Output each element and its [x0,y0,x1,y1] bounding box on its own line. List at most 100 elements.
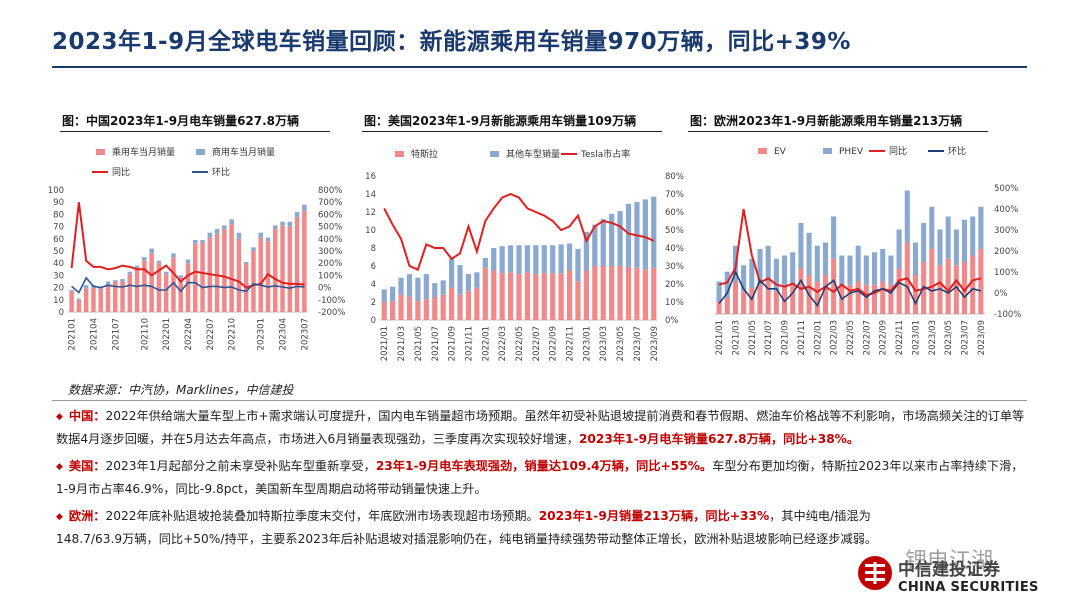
bar-segment [507,272,514,320]
x-tick-label: 2021/01 [380,326,390,361]
bar-segment [970,216,976,256]
legend-label: 同比 [112,166,130,178]
bar-segment [457,265,463,295]
bar-segment [287,226,293,312]
china-securities-logo-icon [858,556,892,590]
bar-segment [592,224,598,266]
bar-segment [533,274,539,320]
bar-segment [258,232,263,238]
bar-segment [200,240,205,243]
legend-swatch [196,149,205,155]
y-left-tick-label: 0 [371,316,376,326]
y-left-tick-label: 100 [48,186,64,196]
bar-segment [499,246,505,274]
bar-segment [127,274,133,312]
bar-segment [76,299,82,312]
y-left-tick-label: 50 [53,247,64,257]
y-left-tick-label: 10 [53,296,64,306]
data-source: 数据来源：中汽协，Marklines，中信建投 [68,383,294,397]
legend-label: PHEV [839,147,864,157]
bar-segment [390,301,396,320]
x-tick-label: 2023/09 [977,320,987,355]
bar-segment [222,229,227,312]
bar-segment [978,248,984,314]
bar-segment [69,291,74,312]
bar-segment [625,266,632,320]
bar-segment [524,272,531,320]
bar-segment [120,279,125,282]
bar-segment [482,267,488,320]
bar-segment [69,290,74,292]
bar-segment [945,258,951,314]
bar-segment [904,190,910,243]
bar-segment [243,261,249,265]
y-right-tick-label: 60% [665,208,684,218]
bar-segment [251,251,256,312]
bar-segment [757,248,763,285]
bar-segment [265,237,271,242]
x-tick-label: 2021/05 [748,320,758,355]
x-tick-label: 2021/09 [781,320,791,355]
bar-segment [782,284,788,314]
commentary-usa: ◆ 美国：2023年1月起部分之前未享受补贴车型重新享受，23年1-9月电车表现强… [56,455,1026,500]
y-right-tick-label: 80% [665,172,684,182]
bar-segment [83,288,89,312]
bar-segment [134,269,140,312]
y-right-tick-label: 500% [994,184,1018,194]
bar-segment [937,229,943,266]
bar-segment [432,297,438,320]
bar-segment [258,237,263,312]
bar-segment [474,272,480,288]
bar-segment [583,231,590,271]
bar-segment [912,274,918,314]
bar-segment [790,284,796,314]
bar-segment [423,274,429,300]
commentary-highlight: 2023年1-9月电车销量627.8万辆，同比+38%。 [578,432,860,446]
y-left-tick-label: 40 [53,259,64,269]
series-line [70,202,305,289]
bar-segment [782,255,788,285]
y-left-tick-label: 12 [365,208,376,218]
bar-segment [142,260,147,312]
y-left-tick-label: 70 [53,223,64,233]
bar-segment [207,232,213,238]
bar-segment [921,222,927,262]
legend-label: 环比 [948,145,966,157]
brand-name-cn: 中信建投证券 [898,560,1000,580]
europe-nev-sales-chart: EV PHEV 同比 环比 -100% 0% 100% 200% 300% 400% 500% 202… [715,145,1021,355]
bar-segment [642,199,648,270]
bar-segment [896,229,902,269]
x-tick-label: 2022/11 [895,320,905,355]
bar-segment [533,245,539,275]
bar-segment [229,219,234,225]
bar-segment [381,289,387,302]
y-left-tick-label: 14 [365,190,376,200]
bar-segment [390,286,396,302]
bar-segment [880,248,886,282]
x-tick-label: 2021/09 [448,326,458,361]
y-right-tick-label: 100% [994,268,1018,278]
bar-segment [724,297,730,314]
legend-label: 商用车当月销量 [212,146,275,158]
bar-segment [491,248,497,271]
y-left-tick-label: 90 [53,198,64,208]
bar-segment [583,270,590,320]
bar-segment [600,219,606,266]
bar-segment [617,266,623,320]
series-line [718,208,982,297]
bar-segment [465,274,472,292]
bar-segment [113,280,118,282]
x-tick-label: 202301 [257,318,267,350]
bar-segment [265,241,271,312]
bar-segment [600,266,606,320]
y-left-tick-label: 10 [365,226,376,236]
bar-segment [716,300,722,314]
y-left-tick-label: 20 [53,284,64,294]
bar-segment [822,274,828,314]
chart-caption-usa: 图：美国2023年1-9月新能源乘用车销量109万辆 [364,114,637,128]
y-right-tick-label: 200% [994,247,1018,257]
commentary-text: 车型分布更加均衡，特斯拉2023年以来市占率持续下滑，1-9月市占率46.9%，… [56,459,1024,496]
bar-segment [236,238,242,312]
bar-segment [970,255,976,314]
bar-segment [749,287,755,314]
